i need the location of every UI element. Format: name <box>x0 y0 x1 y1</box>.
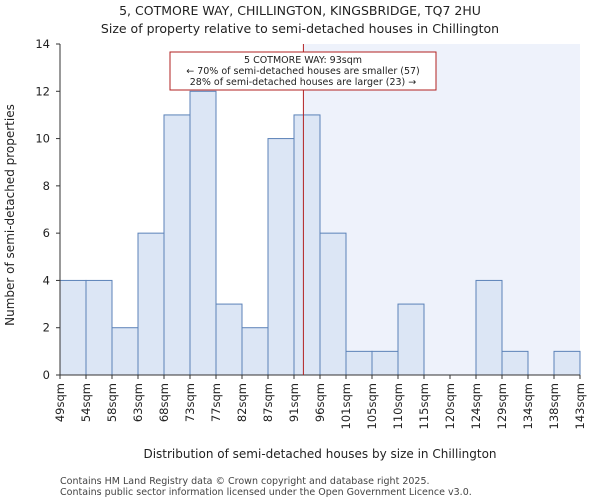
y-tick-label-6: 6 <box>43 226 50 240</box>
x-tick-label-63sqm: 63sqm <box>131 383 145 422</box>
larger-region-highlight <box>303 44 580 375</box>
chart-title: 5, COTMORE WAY, CHILLINGTON, KINGSBRIDGE… <box>119 3 481 18</box>
x-tick-label-143sqm: 143sqm <box>573 383 587 429</box>
bar-58sqm <box>111 327 139 376</box>
x-tick-label-77sqm: 77sqm <box>209 383 223 422</box>
x-tick-label-96sqm: 96sqm <box>313 383 327 422</box>
chart-subtitle: Size of property relative to semi-detach… <box>101 21 499 36</box>
bar-101sqm <box>345 350 373 376</box>
bar-49sqm <box>59 279 87 376</box>
y-axis-label: Number of semi-detached properties <box>3 104 17 326</box>
x-tick-label-54sqm: 54sqm <box>79 383 93 422</box>
bar-82sqm <box>241 327 269 376</box>
x-tick-label-138sqm: 138sqm <box>547 383 561 429</box>
x-axis-label: Distribution of semi-detached houses by … <box>143 447 496 461</box>
x-tick-label-120sqm: 120sqm <box>443 383 457 429</box>
y-tick-label-2: 2 <box>43 321 50 335</box>
bar-129sqm <box>501 350 529 376</box>
annotation-line-3: 28% of semi-detached houses are larger (… <box>190 77 417 88</box>
bar-138sqm <box>553 350 581 376</box>
x-tick-label-73sqm: 73sqm <box>183 383 197 422</box>
x-tick-label-124sqm: 124sqm <box>469 383 483 429</box>
x-tick-label-110sqm: 110sqm <box>391 383 405 429</box>
x-tick-label-58sqm: 58sqm <box>105 383 119 422</box>
bar-87sqm <box>267 138 295 376</box>
y-tick-label-4: 4 <box>43 273 50 287</box>
bar-91sqm <box>293 114 321 376</box>
y-tick-label-14: 14 <box>35 37 50 51</box>
x-tick-label-91sqm: 91sqm <box>287 383 301 422</box>
y-tick-label-12: 12 <box>35 84 50 98</box>
bar-54sqm <box>85 279 113 376</box>
footer-line-1: Contains HM Land Registry data © Crown c… <box>60 476 430 487</box>
x-tick-label-129sqm: 129sqm <box>495 383 509 429</box>
bar-63sqm <box>137 232 165 376</box>
annotation-line-2: ← 70% of semi-detached houses are smalle… <box>186 66 420 77</box>
plot-area: 0 2 4 6 8 10 12 14 49sqm 54sqm 58sqm 63sqm 68sqm 73sq… <box>35 37 587 429</box>
y-tick-label-0: 0 <box>43 368 50 382</box>
bar-110sqm <box>397 303 425 376</box>
y-tick-label-10: 10 <box>35 132 50 146</box>
bar-96sqm <box>319 232 347 376</box>
bar-73sqm <box>189 90 217 376</box>
x-tick-label-105sqm: 105sqm <box>365 383 379 429</box>
x-tick-label-82sqm: 82sqm <box>235 383 249 422</box>
footer-line-2: Contains public sector information licen… <box>60 487 472 498</box>
x-tick-label-87sqm: 87sqm <box>261 383 275 422</box>
bar-68sqm <box>163 114 191 376</box>
bar-77sqm <box>215 303 243 376</box>
bar-124sqm <box>475 279 503 376</box>
x-tick-label-115sqm: 115sqm <box>417 383 431 429</box>
y-tick-label-8: 8 <box>43 179 50 193</box>
bar-105sqm <box>371 350 399 376</box>
x-tick-label-68sqm: 68sqm <box>157 383 171 422</box>
x-tick-label-49sqm: 49sqm <box>53 383 67 422</box>
annotation-box <box>169 51 437 91</box>
x-tick-label-101sqm: 101sqm <box>339 383 353 429</box>
x-tick-label-134sqm: 134sqm <box>521 383 535 429</box>
annotation-line-1: 5 COTMORE WAY: 93sqm <box>244 55 362 66</box>
